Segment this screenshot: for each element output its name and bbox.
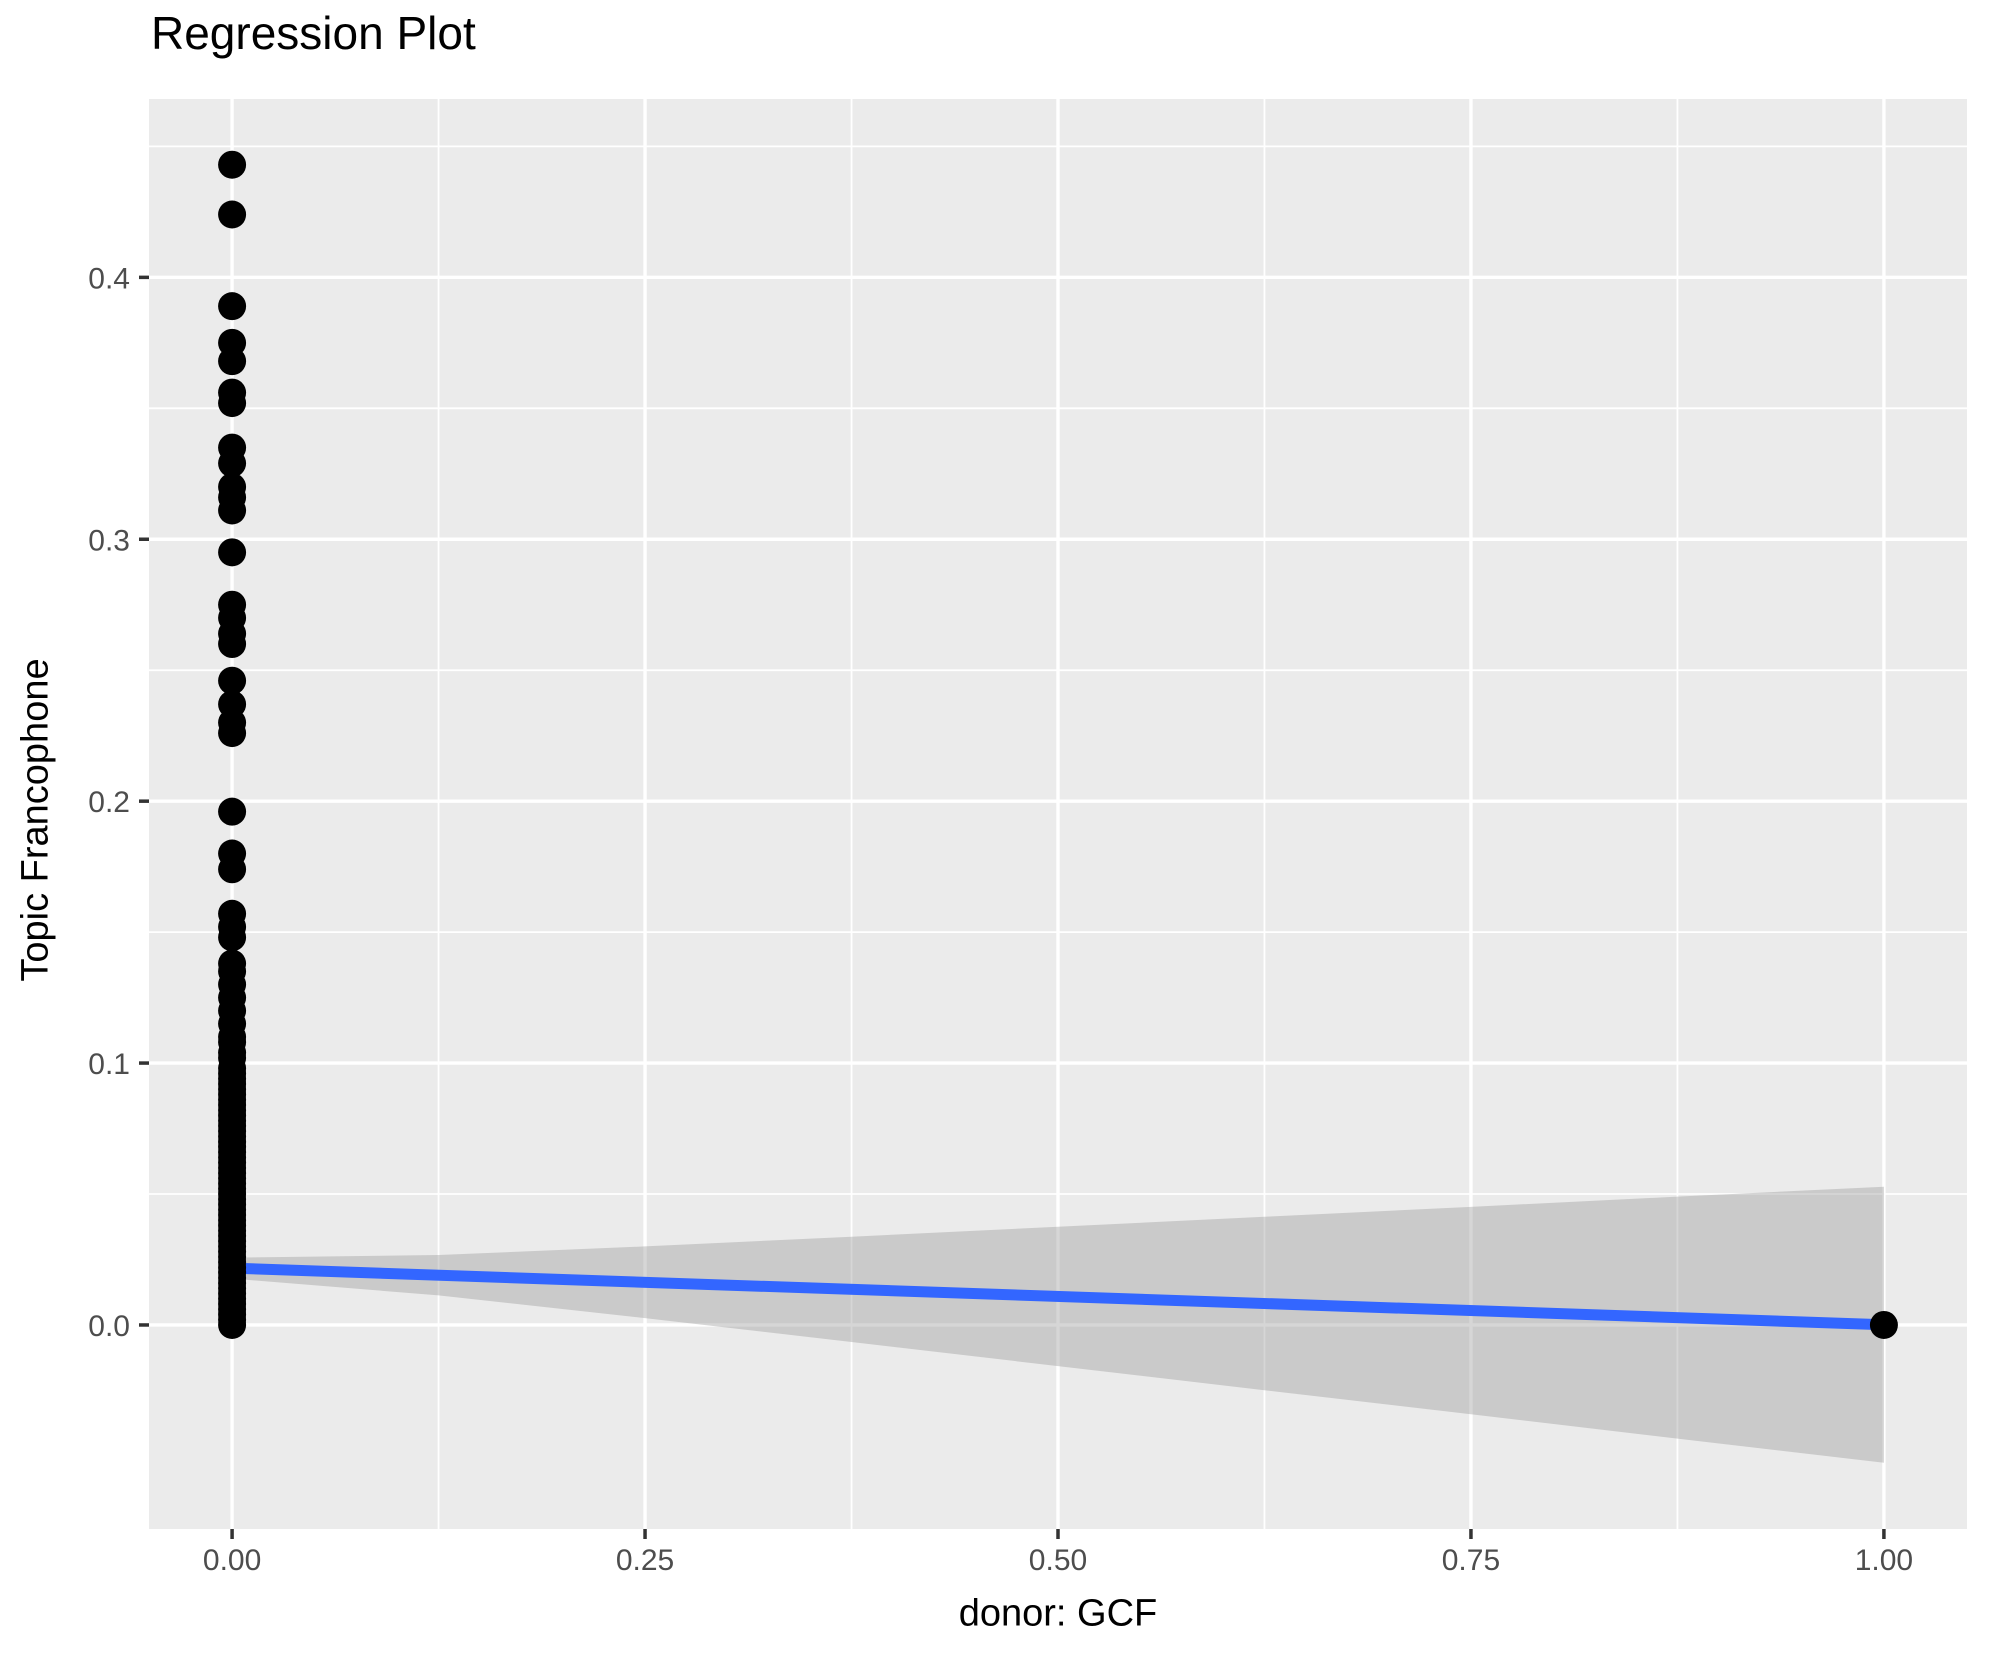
y-tick-label: 0.1 — [88, 1048, 130, 1081]
data-point — [218, 1310, 247, 1339]
confidence-band — [232, 1186, 1884, 1463]
data-point — [218, 797, 247, 826]
y-tick-label: 0.3 — [88, 524, 130, 557]
data-point — [218, 200, 247, 229]
chart-title: Regression Plot — [151, 7, 476, 59]
confidence-band-polygon — [232, 1186, 1884, 1463]
x-tick-label: 0.50 — [1029, 1544, 1087, 1577]
y-tick-label: 0.4 — [88, 262, 130, 295]
x-tick-label: 0.25 — [616, 1544, 674, 1577]
x-axis-title: donor: GCF — [958, 1592, 1158, 1635]
data-point — [218, 292, 247, 321]
scatter-points — [218, 150, 1898, 1339]
x-tick-label: 0.00 — [203, 1544, 261, 1577]
data-point — [218, 630, 247, 659]
data-point — [218, 496, 247, 525]
regression-line-segment — [231, 1262, 1885, 1331]
data-point — [218, 449, 247, 478]
data-point — [1869, 1310, 1898, 1339]
data-point — [218, 150, 247, 179]
data-point — [218, 923, 247, 952]
data-point — [218, 347, 247, 376]
x-tick-label: 0.75 — [1442, 1544, 1500, 1577]
x-tick-label: 1.00 — [1855, 1544, 1913, 1577]
y-tick-label: 0.0 — [88, 1310, 130, 1343]
data-point — [218, 538, 247, 567]
data-point — [218, 389, 247, 418]
y-tick-label: 0.2 — [88, 786, 130, 819]
axis-tick-labels: 0.00 0.25 0.50 0.75 1.00 0.0 0.1 0.2 0.3 0.4 — [88, 262, 1913, 1577]
data-point — [218, 855, 247, 884]
axis-tick-marks — [139, 275, 1886, 1539]
data-point — [218, 719, 247, 748]
regression-line — [231, 1262, 1885, 1331]
data-point — [218, 666, 247, 695]
